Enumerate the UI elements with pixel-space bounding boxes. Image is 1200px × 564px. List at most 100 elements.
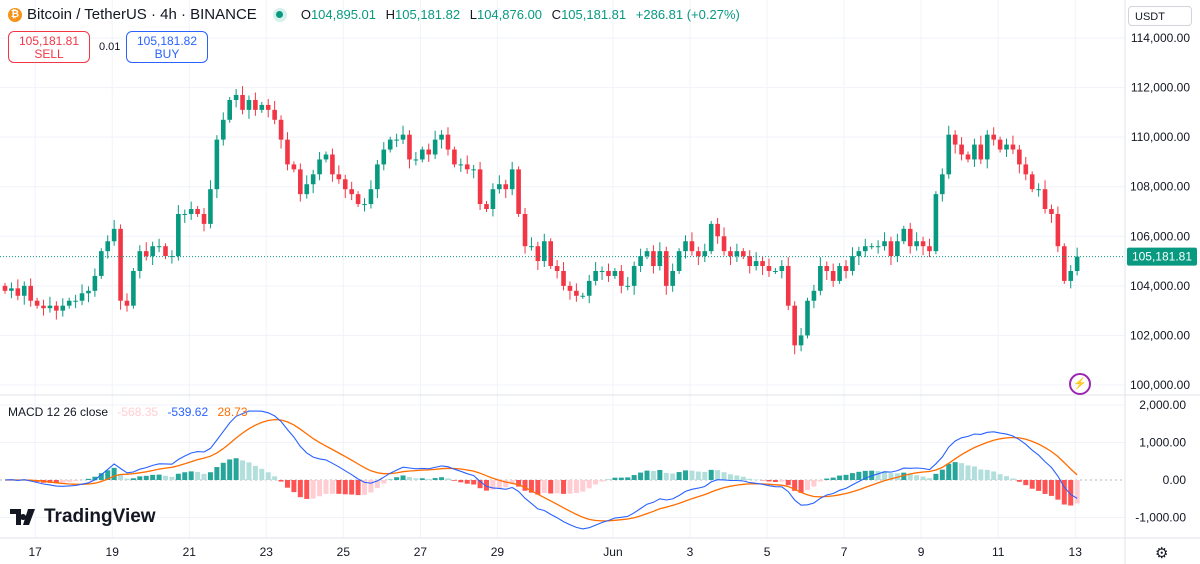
macd-histogram-bar xyxy=(1068,480,1074,506)
candle-body xyxy=(991,134,996,140)
low-label: L xyxy=(469,7,477,22)
candle-body xyxy=(856,251,862,257)
macd-histogram-bar xyxy=(111,467,117,480)
candle-body xyxy=(574,290,579,296)
time-tick-label: 13 xyxy=(1069,545,1083,559)
lightning-icon[interactable]: ⚡ xyxy=(1069,373,1091,395)
macd-histogram-bar xyxy=(509,480,515,485)
macd-histogram-bar xyxy=(426,478,432,480)
candle-body xyxy=(753,261,759,267)
macd-histogram-bar xyxy=(329,480,335,494)
macd-histogram-bar xyxy=(1016,480,1022,482)
macd-histogram-bar xyxy=(310,480,316,499)
macd-histogram-bar xyxy=(618,477,624,480)
macd-histogram-bar xyxy=(952,462,958,480)
candle-body xyxy=(407,134,412,160)
candle-body xyxy=(66,300,72,306)
macd-histogram-bar xyxy=(914,475,920,480)
macd-histogram-bar xyxy=(207,472,213,480)
candle-body xyxy=(631,266,637,286)
macd-histogram-bar xyxy=(464,480,470,484)
candle-body xyxy=(593,270,598,281)
macd-histogram-bar xyxy=(573,480,579,494)
macd-histogram-bar xyxy=(708,469,714,480)
candle-body xyxy=(41,305,46,309)
candle-body xyxy=(580,295,586,297)
macd-histogram-bar xyxy=(984,469,990,480)
tradingview-wordmark: TradingView xyxy=(44,506,156,527)
macd-histogram-bar xyxy=(291,480,297,493)
candle-body xyxy=(54,305,59,311)
market-status-icon[interactable] xyxy=(272,7,287,22)
macd-histogram-bar xyxy=(278,480,284,482)
candle-body xyxy=(387,139,393,150)
macd-histogram-bar xyxy=(772,480,778,482)
candle-body xyxy=(86,290,91,294)
macd-histogram-bar xyxy=(445,478,451,480)
sell-button[interactable]: 105,181.81 SELL xyxy=(8,31,90,63)
candle-body xyxy=(516,169,521,214)
macd-histogram-bar xyxy=(933,473,939,480)
macd-legend[interactable]: MACD 12 26 close -568.35 -539.62 28.73 xyxy=(8,405,254,419)
time-tick-label: 21 xyxy=(183,545,197,559)
macd-histogram-bar xyxy=(516,480,522,487)
macd-histogram-bar xyxy=(175,473,181,480)
macd-histogram-bar xyxy=(862,470,868,480)
tradingview-logo[interactable]: TradingView xyxy=(10,506,156,528)
macd-histogram-bar xyxy=(1042,480,1048,494)
candle-body xyxy=(497,184,502,190)
candle-body xyxy=(818,266,823,291)
macd-histogram-bar xyxy=(920,476,926,480)
macd-histogram-bar xyxy=(124,478,130,480)
price-tick-label: 110,000.00 xyxy=(1131,130,1190,144)
candle-body xyxy=(503,184,509,190)
currency-selector[interactable]: USDT xyxy=(1128,6,1192,26)
macd-histogram-bar xyxy=(785,480,791,486)
macd-histogram-bar xyxy=(837,475,843,480)
candle-body xyxy=(824,266,830,271)
macd-histogram-bar xyxy=(548,480,554,494)
macd-histogram-bar xyxy=(471,480,477,485)
price-tick-label: 102,000.00 xyxy=(1130,328,1190,342)
time-tick-label: 17 xyxy=(28,545,42,559)
price-tick-label: 106,000.00 xyxy=(1130,229,1190,243)
time-tick-label: 9 xyxy=(918,545,925,559)
candle-body xyxy=(477,169,483,205)
candle-body xyxy=(208,189,213,224)
tradingview-logo-icon xyxy=(10,509,35,525)
symbol-title[interactable]: Bitcoin / TetherUS · 4h · BINANCE xyxy=(27,6,257,23)
macd-histogram-bar xyxy=(188,471,194,480)
buy-button[interactable]: 105,181.82 BUY xyxy=(126,31,208,63)
candle-body xyxy=(965,154,971,160)
candle-body xyxy=(888,241,894,257)
macd-histogram-bar xyxy=(503,480,509,488)
candle-body xyxy=(882,241,887,247)
macd-histogram-bar xyxy=(240,460,246,480)
candle-body xyxy=(323,154,329,160)
candle-body xyxy=(163,246,168,257)
change-value: +286.81 (+0.27%) xyxy=(635,7,740,22)
buy-price: 105,181.82 xyxy=(136,34,198,48)
candle-body xyxy=(509,169,515,190)
candle-body xyxy=(1004,144,1009,150)
candle-body xyxy=(1029,174,1035,190)
candle-body xyxy=(625,285,631,287)
macd-histogram-bar xyxy=(586,480,592,489)
candle-body xyxy=(420,149,425,160)
macd-label: MACD 12 26 close xyxy=(8,405,109,419)
macd-histogram-bar xyxy=(342,480,348,495)
candle-body xyxy=(1023,164,1029,175)
open-label: O xyxy=(300,7,311,22)
candle-body xyxy=(696,251,701,257)
candle-body xyxy=(259,104,265,110)
candle-body xyxy=(798,335,804,346)
candle-body xyxy=(439,134,444,140)
macd-histogram-bar xyxy=(85,478,91,480)
macd-histogram-bar xyxy=(875,470,881,480)
candle-body xyxy=(484,204,489,210)
price-tick-label: 114,000.00 xyxy=(1131,31,1190,45)
gear-icon[interactable]: ⚙ xyxy=(1155,545,1169,562)
candle-body xyxy=(779,266,785,271)
macd-histogram-bar xyxy=(779,480,785,482)
